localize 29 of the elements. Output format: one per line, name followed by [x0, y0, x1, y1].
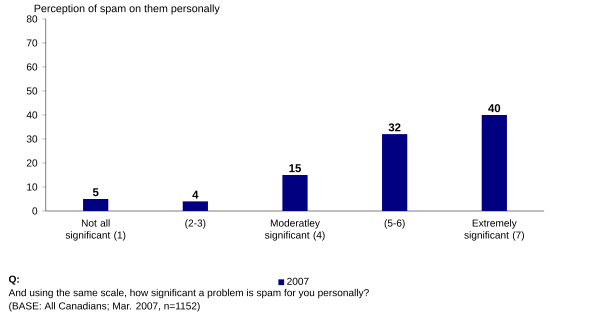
bar: [182, 202, 208, 212]
text: And using the same scale, how significant a problem is spam for you personally?: [8, 289, 369, 298]
x-tick-label: Moderatley significant (4): [264, 219, 325, 241]
bar: [83, 199, 108, 212]
text: (BASE: All Canadians; Mar. 2007, n=1152): [9, 302, 200, 312]
bar: [482, 115, 507, 212]
y-tick-label: 60: [26, 64, 38, 71]
data-label: 5: [92, 188, 99, 196]
data-label: 40: [488, 104, 500, 112]
bar: [282, 175, 308, 212]
y-tick-label: 40: [26, 112, 38, 119]
x-tick-label: (5-6): [384, 219, 405, 229]
x-tick-label: Not all significant (1): [66, 219, 126, 241]
x-tick-label: (2-3): [185, 219, 206, 229]
y-tick-label: 30: [26, 136, 38, 143]
text: Q:: [8, 276, 19, 285]
y-tick-label: 20: [26, 160, 38, 167]
y-tick-label: 50: [26, 88, 38, 95]
y-tick-label: 70: [26, 40, 38, 47]
y-tick-label: 0: [32, 208, 38, 215]
x-tick-label: Extremely significant (7): [464, 219, 524, 241]
y-tick-label: 10: [27, 184, 38, 191]
data-label: 4: [192, 191, 198, 199]
legend-label: 2007: [287, 278, 309, 286]
data-label: 32: [388, 124, 401, 132]
bar: [382, 134, 408, 212]
chart-title: Perception of spam on them personally: [34, 4, 220, 15]
data-label: 15: [289, 164, 301, 172]
y-tick-label: 80: [26, 16, 38, 23]
